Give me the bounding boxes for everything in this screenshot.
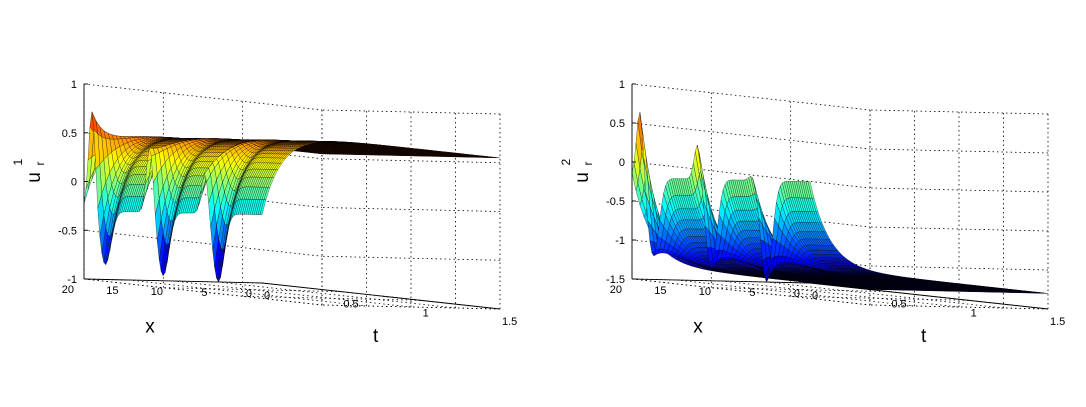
grid-line: [172, 280, 412, 308]
grid-line: [83, 83, 323, 111]
grid-line: [217, 281, 456, 309]
surface-mesh: [83, 111, 501, 283]
grid-lines: [83, 83, 501, 310]
grid-line: [163, 287, 342, 293]
grid-line: [321, 207, 501, 212]
grid-line: [83, 229, 323, 257]
